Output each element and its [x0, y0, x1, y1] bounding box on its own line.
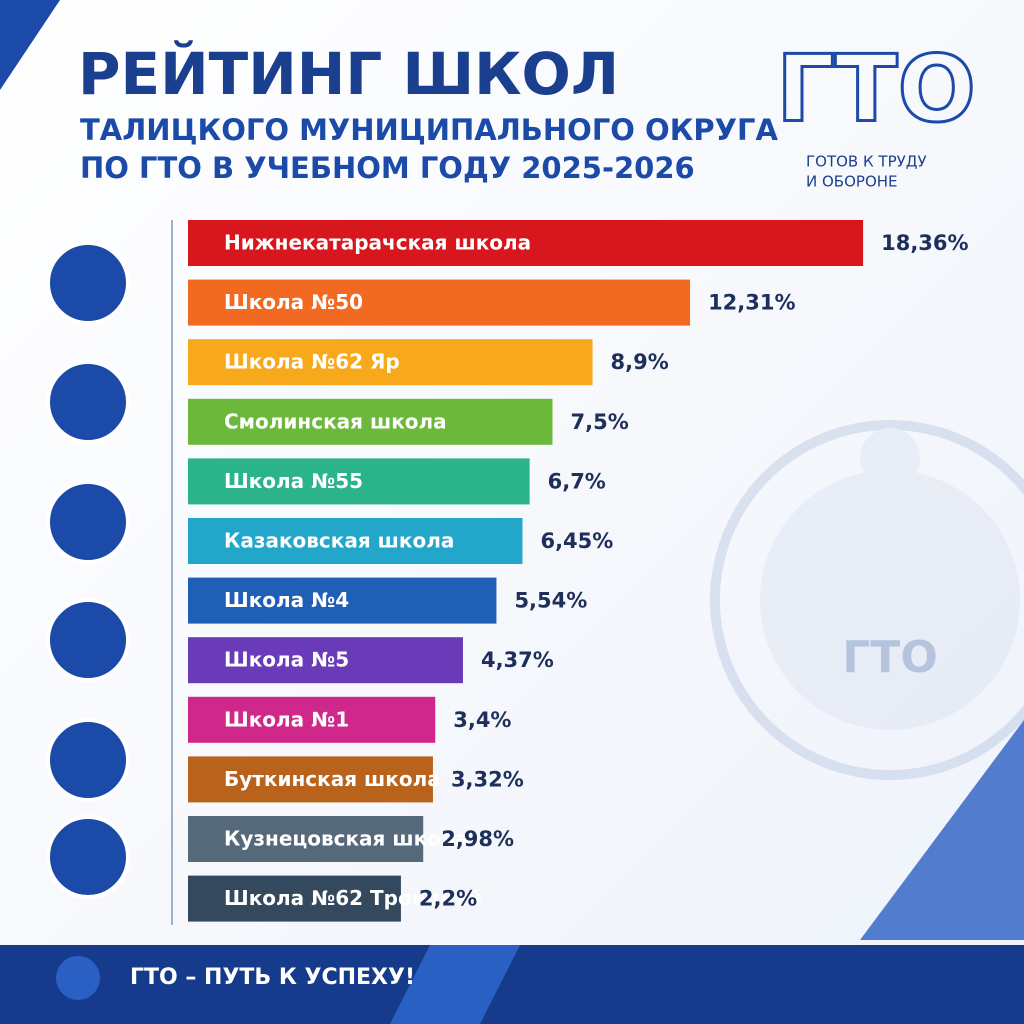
sport-icons: [46, 241, 130, 899]
bar: [188, 398, 553, 445]
bar: [188, 696, 436, 743]
footer-text: ГТО – ПУТЬ К УСПЕХУ!: [130, 965, 415, 990]
logo-text: И ОБОРОНЕ: [806, 173, 898, 191]
bar-label: Смолинская школа: [224, 409, 447, 433]
emblem-text: ГТО: [842, 632, 937, 683]
logo-text: ГОТОВ К ТРУДУ: [806, 153, 927, 171]
bar-label: Школа №62 Троицкий: [224, 886, 482, 910]
bar: [188, 279, 691, 326]
bar: [188, 339, 593, 386]
bar: [188, 518, 523, 564]
bar: [188, 637, 463, 684]
bar-chart: Нижнекатарачская школа 18,36% Школа №50 12,…: [188, 220, 969, 922]
bar: [188, 875, 401, 922]
value-label: 6,45%: [540, 529, 613, 553]
bar-label: Школа №4: [224, 588, 349, 612]
bar-label: Казаковская школа: [224, 529, 454, 553]
bar-label: Кузнецовская школа: [224, 827, 469, 851]
logo-mark: ГТО: [776, 35, 976, 142]
footer-stripe: [390, 945, 520, 1024]
bar: [188, 816, 424, 862]
value-label: 4,37%: [481, 648, 554, 672]
subtitle: ПО ГТО В УЧЕБНОМ ГОДУ 2025-2026: [80, 151, 695, 185]
value-label: 5,54%: [514, 589, 587, 613]
bar-label: Школа №62 Яр: [224, 350, 400, 374]
value-label: 8,9%: [611, 350, 669, 374]
bar-label: Нижнекатарачская школа: [224, 231, 531, 255]
value-label: 3,4%: [453, 708, 511, 732]
bar-label: Буткинская школа: [224, 767, 441, 791]
subtitle: ТАЛИЦКОГО МУНИЦИПАЛЬНОГО ОКРУГА: [80, 113, 779, 147]
bar: [188, 220, 864, 266]
corner-stripe: [860, 720, 1024, 940]
bar-label: Школа №5: [224, 648, 349, 672]
trophy-icon: [56, 956, 100, 1000]
value-label: 3,32%: [451, 767, 524, 791]
corner-stripe: [0, 0, 60, 90]
value-label: 12,31%: [708, 291, 795, 315]
bar-label: Школа №50: [224, 290, 363, 314]
bar: [188, 458, 530, 505]
bar: [188, 577, 497, 624]
value-label: 2,98%: [441, 827, 514, 851]
value-label: 2,2%: [419, 887, 477, 911]
bar: [188, 756, 433, 803]
chart-title: РЕЙТИНГ ШКОЛ: [78, 39, 619, 108]
value-label: 6,7%: [548, 469, 606, 493]
bar-label: Школа №1: [224, 707, 349, 731]
value-label: 7,5%: [571, 410, 629, 434]
value-label: 18,36%: [881, 231, 968, 255]
emblem: [710, 420, 1024, 780]
bar-label: Школа №55: [224, 469, 363, 493]
